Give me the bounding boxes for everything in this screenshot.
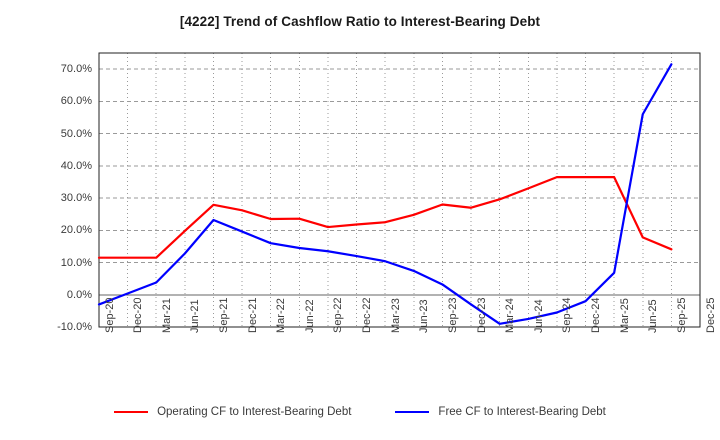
- x-tick-label: Sep-21: [217, 297, 230, 333]
- x-tick-label: Jun-21: [189, 299, 202, 333]
- plot-frame: [98, 52, 701, 328]
- grid-lines: [98, 53, 701, 328]
- x-tick-label: Dec-25: [704, 297, 717, 333]
- x-tick-label: Sep-23: [446, 297, 459, 333]
- series-line-free-cf: [97, 63, 673, 325]
- y-tick-label: 0.0%: [66, 288, 92, 301]
- x-tick-label: Dec-22: [361, 297, 374, 333]
- y-tick-label: 10.0%: [60, 256, 92, 269]
- legend-item[interactable]: Free CF to Interest-Bearing Debt: [395, 406, 606, 418]
- chart-legend: Operating CF to Interest-Bearing Debt Fre…: [0, 406, 720, 418]
- legend-color-swatch: [114, 411, 149, 413]
- legend-label: Free CF to Interest-Bearing Debt: [438, 406, 606, 418]
- y-tick-label: 60.0%: [60, 95, 92, 108]
- x-tick-label: Sep-22: [332, 297, 345, 333]
- x-tick-label: Dec-24: [590, 297, 603, 333]
- x-tick-label: Jun-24: [532, 299, 545, 333]
- x-tick-label: Sep-24: [561, 297, 574, 333]
- x-tick-label: Dec-20: [132, 297, 145, 333]
- y-tick-label: 70.0%: [60, 63, 92, 76]
- legend-item[interactable]: Operating CF to Interest-Bearing Debt: [114, 406, 351, 418]
- y-tick-label: -10.0%: [57, 321, 92, 333]
- x-tick-label: Mar-22: [275, 298, 288, 333]
- legend-color-swatch: [395, 411, 430, 413]
- x-tick-label: Mar-25: [618, 298, 631, 333]
- y-tick-label: 50.0%: [60, 127, 92, 140]
- y-tick-label: 30.0%: [60, 192, 92, 205]
- x-tick-label: Sep-25: [675, 297, 688, 333]
- y-tick-label: 40.0%: [60, 159, 92, 172]
- x-tick-label: Jun-23: [418, 299, 431, 333]
- x-tick-label: Dec-21: [246, 297, 259, 333]
- chart-title: [4222] Trend of Cashflow Ratio to Intere…: [179, 14, 541, 29]
- x-tick-label: Dec-23: [475, 297, 488, 333]
- series-line-operating-cf: [97, 176, 673, 259]
- x-tick-label: Jun-22: [303, 299, 316, 333]
- x-tick-label: Mar-24: [504, 298, 517, 333]
- y-tick-label: 20.0%: [60, 224, 92, 237]
- legend-label: Operating CF to Interest-Bearing Debt: [157, 406, 352, 418]
- x-tick-label: Jun-25: [647, 299, 660, 333]
- x-tick-label: Sep-20: [103, 297, 116, 333]
- x-tick-label: Mar-21: [160, 298, 173, 333]
- x-tick-label: Mar-23: [389, 298, 402, 333]
